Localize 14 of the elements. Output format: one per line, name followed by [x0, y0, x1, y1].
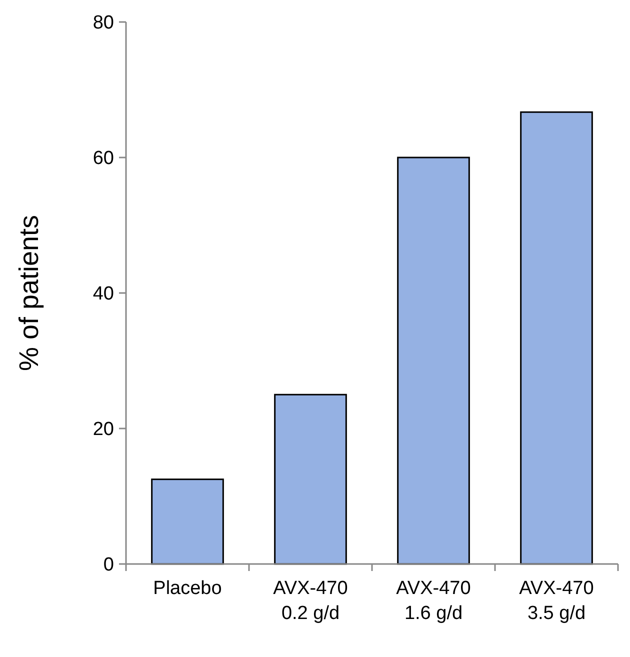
y-tick-label: 40	[92, 284, 114, 305]
bar	[397, 156, 470, 565]
x-tick-label: Placebo	[153, 578, 222, 599]
x-tick-label: AVX-470 1.6 g/d	[396, 578, 471, 624]
y-tick-label: 60	[92, 148, 114, 170]
y-tick-label: 20	[92, 419, 114, 440]
y-tick-label: 80	[92, 12, 114, 34]
bar	[520, 111, 593, 565]
bar	[274, 394, 347, 565]
bar	[151, 478, 224, 565]
x-tick-label: AVX-470 0.2 g/d	[273, 578, 348, 624]
y-tick-label: 0	[103, 554, 114, 576]
y-axis-title: % of patients	[14, 214, 44, 372]
x-tick-label: AVX-470 3.5 g/d	[519, 578, 594, 624]
